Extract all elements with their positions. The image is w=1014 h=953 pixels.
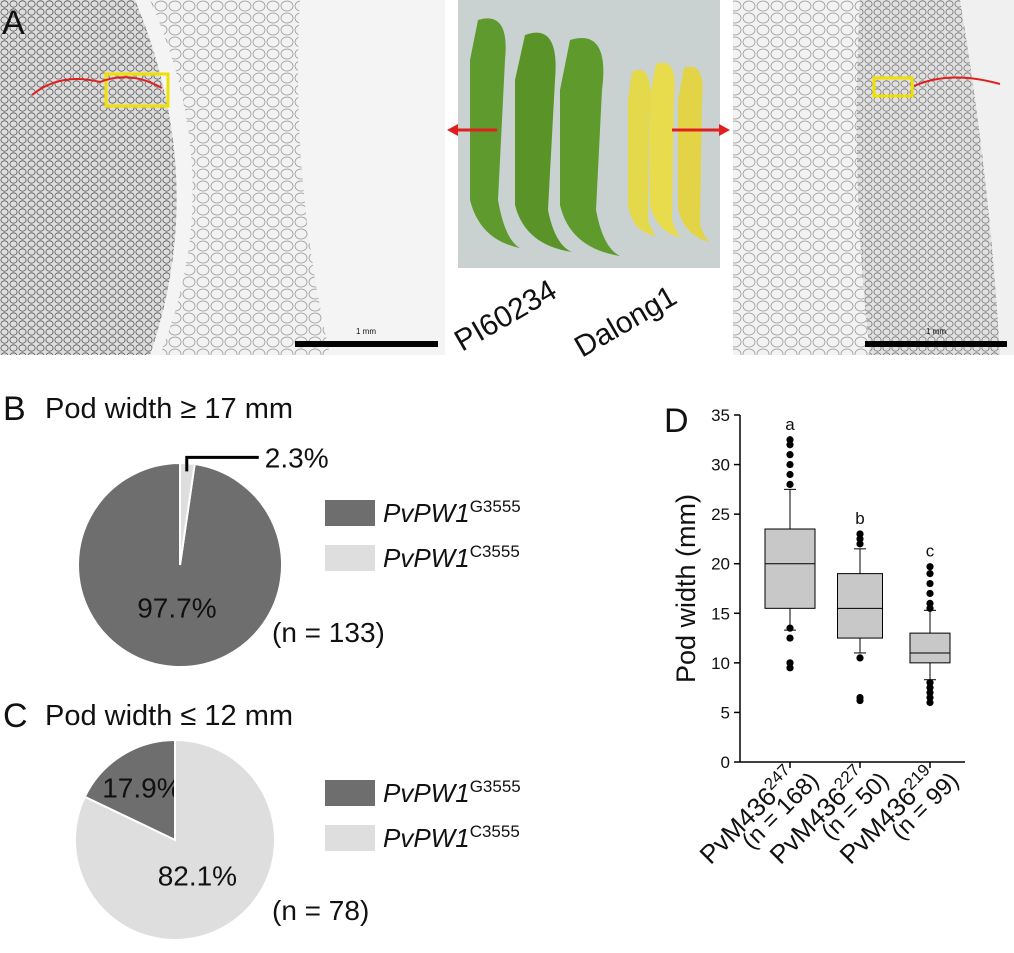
legend-name: PvPW1 [383,543,470,573]
outlier [786,441,794,449]
legend-swatch [325,780,375,806]
panel-label: D [664,402,689,440]
legend-swatch [325,545,375,571]
outlier [786,659,794,667]
highlight-box [104,72,170,108]
outlier [926,693,934,702]
pod [650,62,682,238]
highlight-box [872,76,914,98]
outlier [926,579,934,588]
pie-slice [83,738,176,842]
scale-label: 1 mm [926,327,946,336]
box [837,573,883,639]
outlier [786,634,794,642]
legend-label: PvPW1C3555 [383,542,520,573]
box [764,528,816,609]
y-tick-label: 25 [711,505,730,524]
outlier [926,684,934,692]
outlier [856,654,864,662]
outlier [786,664,794,672]
chart-title: Pod width ≥ 17 mm [45,393,293,425]
y-tick-label: 30 [711,456,730,475]
legend-name: PvPW1 [383,778,470,808]
outlier [856,535,864,543]
pod [678,66,710,243]
sample-size: (n = 78) [272,895,369,926]
legend-superscript: G3555 [470,497,521,516]
y-tick-label: 15 [711,604,730,623]
scale-bar [865,341,1007,347]
arrow-head [447,124,458,136]
outlier [786,451,794,459]
pie-slice [74,738,276,941]
outlier [786,480,794,488]
pod [560,38,620,257]
significance-letter: b [855,509,864,528]
value-label: 2.3% [265,442,329,473]
cultivar-label: PI60234 [449,274,562,358]
outlier [786,624,794,632]
legend-swatch [325,500,375,526]
outlier [856,530,864,538]
tissue-left [0,0,177,355]
y-tick-label: 0 [721,753,730,772]
panel-label: B [3,390,26,428]
outlier [926,570,934,578]
outlier [926,689,934,697]
panel-label: C [3,697,28,735]
legend-label: PvPW1G3555 [383,497,521,528]
cultivar-label: Dalong1 [569,280,682,364]
outlier [926,604,934,612]
y-tick-label: 5 [721,703,730,722]
significance-letter: c [926,542,935,561]
cell-outline [31,76,163,96]
outlier [926,698,934,707]
outlier [786,436,794,444]
tissue-right-inner [856,0,1000,355]
outlier [786,470,794,479]
leader-line [185,455,259,472]
arrow-head [719,124,730,136]
value-label: 17.9% [102,773,181,804]
legend-superscript: G3555 [470,777,521,796]
sample-size: (n = 133) [272,617,385,648]
value-label: 82.1% [158,861,237,892]
outlier [926,599,934,607]
scale-bar [295,341,438,347]
legend-superscript: C3555 [470,822,520,841]
legend-superscript: C3555 [470,542,520,561]
y-tick-label: 35 [711,406,730,425]
y-axis-label: Pod width (mm) [671,494,701,683]
outlier [856,693,864,702]
legend-name: PvPW1 [383,823,470,853]
tissue-left-inner [150,0,330,355]
pod [470,18,520,249]
chart-title: Pod width ≤ 12 mm [45,700,293,732]
outlier [926,679,934,687]
outlier [856,540,864,548]
panel-label: A [2,4,25,42]
cell-outline [913,76,1001,87]
legend-name: PvPW1 [383,498,470,528]
scale-label: 1 mm [356,327,376,336]
outlier [786,460,794,469]
y-tick-label: 10 [711,654,730,673]
pod [628,69,656,237]
y-tick-label: 20 [711,555,730,574]
outlier [926,563,934,571]
legend-swatch [325,825,375,851]
value-label: 97.7% [137,593,216,624]
legend-label: PvPW1G3555 [383,777,521,808]
outlier [926,589,934,598]
tissue-right [733,0,870,355]
pod [515,32,572,252]
significance-letter: a [785,415,795,434]
legend-label: PvPW1C3555 [383,822,520,853]
box [909,632,951,664]
